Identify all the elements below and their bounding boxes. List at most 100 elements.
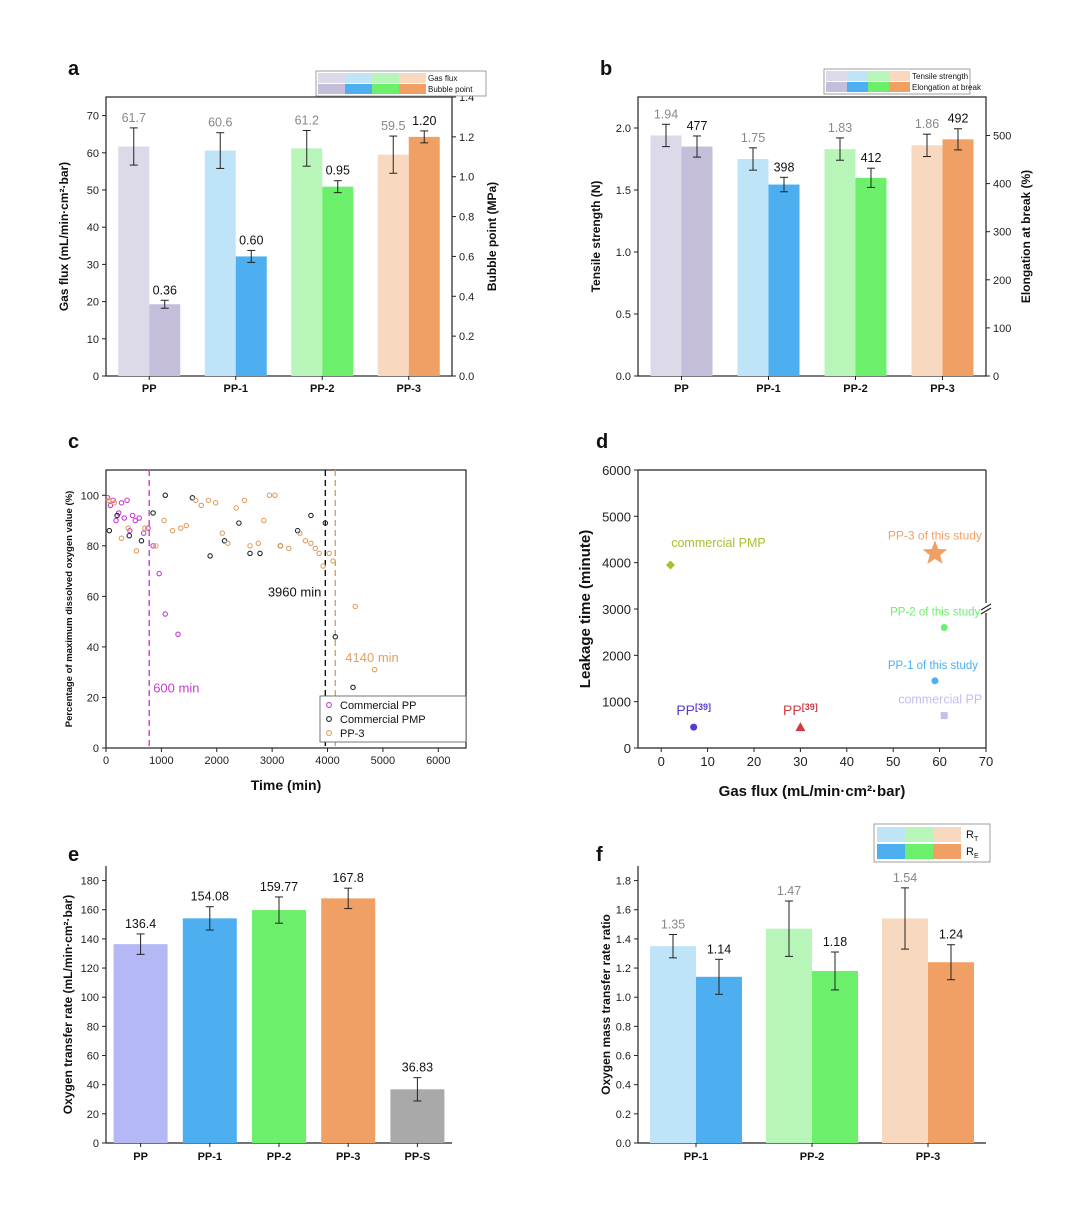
y2-axis-title: Bubble point (MPa) [485,182,499,291]
data-point [255,540,262,547]
right-y2tick-label: 0.0 [459,371,474,383]
panel-f: f 1.35 1.14 PP-1 1.47 1.18 PP-2 1.54 1.24 PP-3 0.0… [596,823,991,1163]
left-ytick-label: 1.0 [616,992,631,1004]
data-label: 0.36 [153,283,177,297]
data-point [247,550,253,557]
panel-label: c [68,431,79,453]
data-label: 61.2 [295,113,319,127]
data-point [690,723,698,731]
bar-tensile-strength [737,159,769,376]
point-label: PP-1 of this study [888,660,978,672]
category-label: PP-2 [267,1151,291,1163]
data-point [121,515,128,521]
category-label: PP-1 [224,383,248,395]
data-point [326,550,332,557]
panel-c: c 0 1000 2000 3000 4000 5000 6000 0 20 40 60 80 100 60… [64,431,467,793]
category-label: PP-2 [800,1151,824,1163]
data-point [136,515,142,521]
panel-e: e 136.4 PP 154.08 PP-1 159.77 PP-2 167.8 PP-3 36.… [61,844,452,1163]
xtick-label: 6000 [426,755,450,767]
legend-swatch [372,73,399,83]
legend-swatch [905,827,933,842]
data-point [236,520,242,526]
data-label: 1.20 [412,114,436,128]
legend-swatch [399,84,426,94]
ytick-label: 80 [87,541,99,553]
left-ytick-label: 70 [87,111,99,123]
y2-axis-title: Elongation at break (%) [1019,170,1033,303]
data-point [126,532,133,539]
legend-label: Bubble point [428,85,473,94]
data-point [145,525,151,531]
left-ytick-label: 0.6 [616,1051,631,1063]
data-label: 1.14 [707,942,731,956]
legend-box [319,695,467,743]
ytick-label: 1000 [602,695,631,710]
legend-label: Commercial PMP [340,714,426,726]
y-axis-title: Leakage time (minute) [577,530,594,688]
point-label: commercial PMP [671,536,765,550]
data-label: 167.8 [333,871,364,885]
axis-break-mark [980,603,992,611]
category-label: PP-3 [916,1151,940,1163]
data-point [133,548,140,554]
data-point [161,517,167,524]
data-label: 1.24 [939,928,963,942]
threshold-label: 3960 min [268,584,321,599]
legend-swatch [318,73,345,83]
plot-frame [637,96,987,377]
legend-label: RT [966,829,979,843]
data-point [316,550,322,557]
right-y2tick-label: 0.8 [459,212,474,224]
data-point [124,497,130,504]
ytick-label: 0 [93,743,99,755]
legend-swatch [318,84,345,94]
data-point [233,505,239,511]
data-point [118,535,125,541]
data-label: 159.77 [260,880,298,894]
panel-label: a [68,58,80,80]
ytick-label: 6000 [602,463,631,478]
plot-frame [105,96,453,377]
data-label: 398 [774,160,795,174]
axis-break-gap [982,603,990,613]
axis-break-mark [980,607,992,615]
data-point [183,522,190,529]
threshold-label: 4140 min [345,650,398,665]
threshold-label: 600 min [153,680,199,695]
category-label: PP-3 [397,383,421,395]
data-point [178,525,184,531]
data-point [332,634,339,640]
x-axis-title: Time (min) [251,777,322,793]
bar-bubble-point [322,186,354,376]
data-label: 154.08 [191,890,229,904]
xtick-label: 40 [840,754,854,769]
ytick-label: 60 [87,591,99,603]
data-point [261,517,267,524]
bar-gas-flux [204,150,236,376]
bar-rt [882,918,928,1143]
left-ytick-label: 100 [81,992,99,1004]
right-y2tick-label: 200 [993,275,1011,287]
legend-label: Gas flux [428,74,457,83]
data-label: 36.83 [402,1061,433,1075]
right-y2tick-label: 1.0 [459,172,474,184]
left-ytick-label: 0.4 [616,1080,631,1092]
data-point [138,538,145,544]
data-point [219,530,226,536]
data-point [330,558,336,564]
legend-label: Elongation at break [912,83,982,92]
data-label: 0.95 [326,164,350,178]
data-point [922,540,948,564]
xtick-label: 0 [658,754,665,769]
data-point [221,538,228,544]
category-label: PP-3 [930,383,954,395]
data-point [150,543,156,549]
x-axis-title: Gas flux (mL/min·cm²·bar) [719,783,906,800]
y-axis-title: Gas flux (mL/min·cm²·bar) [57,162,71,311]
right-y2tick-label: 1.2 [459,132,474,144]
xtick-label: 20 [747,754,761,769]
bar-re [696,976,742,1143]
bar-re [812,970,858,1143]
